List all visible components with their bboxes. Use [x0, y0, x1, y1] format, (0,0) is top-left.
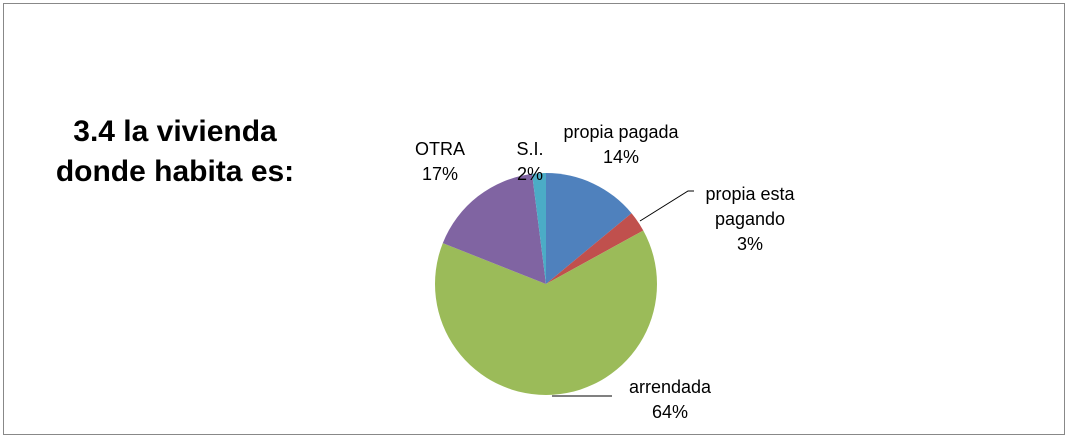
pie-slice — [435, 230, 657, 395]
pie-slice — [546, 173, 632, 284]
value-label: 2% — [516, 164, 544, 184]
slice-label: OTRA 17% — [415, 137, 465, 187]
pie-slice — [442, 173, 546, 284]
category-label: S.I. — [516, 139, 544, 159]
value-label: 14% — [602, 147, 640, 167]
category-label: OTRA — [414, 139, 466, 159]
value-label: 3% — [736, 234, 763, 254]
value-label: 17% — [421, 164, 459, 184]
chart-title: 3.4 la vivienda donde habita es: — [55, 115, 295, 188]
pie — [435, 173, 657, 395]
slice-label: propia pagada 14% — [563, 120, 678, 170]
pie-slice — [532, 173, 546, 284]
value-label: 64% — [651, 402, 689, 422]
category-label: propia esta pagando — [705, 184, 795, 229]
category-label: arrendada — [628, 377, 712, 397]
chart-frame — [3, 3, 1065, 435]
slice-label: arrendada 64% — [629, 375, 711, 425]
leader-line — [639, 190, 694, 222]
category-label: propia pagada — [563, 122, 679, 142]
slice-label: S.I. 2% — [516, 137, 543, 187]
pie-slice — [546, 213, 644, 284]
slice-label: propia esta pagando 3% — [685, 182, 815, 257]
